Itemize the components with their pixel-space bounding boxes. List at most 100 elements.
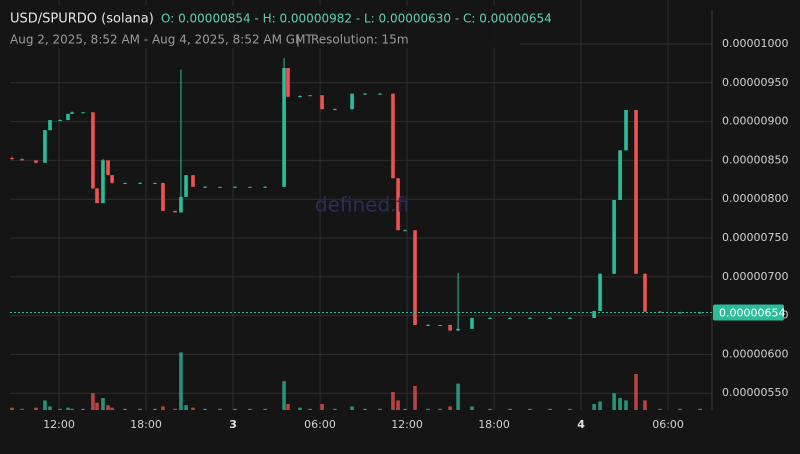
candle-body xyxy=(106,160,110,176)
candle-body xyxy=(426,324,430,326)
x-tick-label: 4 xyxy=(577,418,585,431)
volume-bar xyxy=(308,408,312,410)
volume-bar xyxy=(643,400,647,410)
volume-bar xyxy=(678,408,682,410)
volume-bar xyxy=(698,408,702,410)
x-tick-label: 3 xyxy=(229,418,237,431)
volume-bar xyxy=(248,408,252,410)
y-tick-label: 0.00000600 xyxy=(722,347,788,360)
volume-bar xyxy=(391,392,395,410)
candle-body xyxy=(308,95,312,97)
volume-bar xyxy=(161,406,165,410)
candle-body xyxy=(378,93,382,95)
candle-body xyxy=(218,186,222,188)
candle-body xyxy=(66,113,70,121)
last-price-label: 0.00000654 xyxy=(719,307,785,320)
y-tick-label: 0.00000800 xyxy=(722,192,788,205)
volume-bar xyxy=(438,408,442,410)
volume-bar xyxy=(298,407,302,410)
candle-body xyxy=(320,95,324,110)
volume-bar xyxy=(153,408,157,410)
candle-body xyxy=(10,158,14,160)
separator: | xyxy=(296,33,300,47)
plot-area xyxy=(10,0,712,410)
candle-body xyxy=(508,317,512,319)
volume-bar xyxy=(598,401,602,410)
candle-body xyxy=(363,93,367,95)
candle-body xyxy=(282,68,286,187)
watermark: defined.fi xyxy=(315,193,409,217)
candle-body xyxy=(568,317,572,319)
candle-body xyxy=(110,175,114,183)
candle-body xyxy=(70,112,74,114)
candle-body xyxy=(153,182,157,184)
volume-bar xyxy=(592,404,596,410)
volume-bar xyxy=(138,408,142,410)
candle-body xyxy=(286,68,290,97)
candle-body xyxy=(91,112,95,189)
volume-bar xyxy=(528,408,532,410)
x-tick-label: 18:00 xyxy=(130,418,162,431)
volume-bar xyxy=(48,406,52,410)
candle-body xyxy=(138,182,142,184)
volume-bar xyxy=(624,400,628,410)
y-tick-label: 0.00000700 xyxy=(722,270,788,283)
volume-bar xyxy=(363,408,367,410)
header-bg xyxy=(4,6,520,48)
candle-body xyxy=(528,317,532,319)
volume-bar xyxy=(396,400,400,410)
candle-body xyxy=(58,120,62,122)
volume-bar xyxy=(658,408,662,410)
volume-bar xyxy=(191,407,195,410)
candle-body xyxy=(161,182,165,211)
volume-bar xyxy=(612,393,616,410)
volume-bar xyxy=(66,407,70,410)
x-tick-label: 18:00 xyxy=(478,418,510,431)
x-tick-label: 06:00 xyxy=(304,418,336,431)
y-tick-label: 0.00000550 xyxy=(722,386,788,399)
price-axis-panel xyxy=(712,0,800,450)
resolution: Resolution: 15m xyxy=(311,33,409,47)
candle-body xyxy=(612,199,616,274)
candle-body xyxy=(263,186,267,188)
volume-bar xyxy=(488,408,492,410)
candle-body xyxy=(456,328,460,331)
candle-body xyxy=(448,324,452,331)
candle-body xyxy=(698,312,702,314)
volume-bar xyxy=(350,406,354,410)
y-tick-label: 0.00000750 xyxy=(722,231,788,244)
volume-bar xyxy=(548,408,552,410)
volume-bar xyxy=(233,408,237,410)
candle-body xyxy=(678,312,682,314)
volume-bar xyxy=(95,402,99,410)
candle-body xyxy=(333,109,337,111)
volume-bar xyxy=(110,407,114,410)
candle-body xyxy=(191,175,195,187)
volume-bar xyxy=(91,393,95,410)
volume-bar xyxy=(70,408,74,410)
volume-bar xyxy=(101,398,105,410)
candle-body xyxy=(48,120,52,131)
candle-body xyxy=(123,182,127,184)
candle-body xyxy=(81,112,85,114)
candle-body xyxy=(248,186,252,188)
volume-bar xyxy=(378,408,382,410)
volume-bar xyxy=(106,405,110,410)
candle-body xyxy=(233,186,237,188)
candle-body xyxy=(598,273,602,311)
candle-body xyxy=(624,109,628,151)
volume-bar xyxy=(413,386,417,410)
volume-bar xyxy=(426,408,430,410)
volume-bar xyxy=(286,404,290,410)
candle-body xyxy=(203,186,207,188)
candle-body xyxy=(592,310,596,318)
date-range: Aug 2, 2025, 8:52 AM - Aug 4, 2025, 8:52… xyxy=(10,33,313,47)
candle-body xyxy=(20,158,24,161)
volume-bar xyxy=(282,381,286,410)
y-tick-label: 0.00000900 xyxy=(722,115,788,128)
y-tick-label: 0.00000850 xyxy=(722,153,788,166)
volume-bar xyxy=(508,408,512,410)
candle-body xyxy=(34,160,38,163)
volume-bar xyxy=(618,398,622,410)
